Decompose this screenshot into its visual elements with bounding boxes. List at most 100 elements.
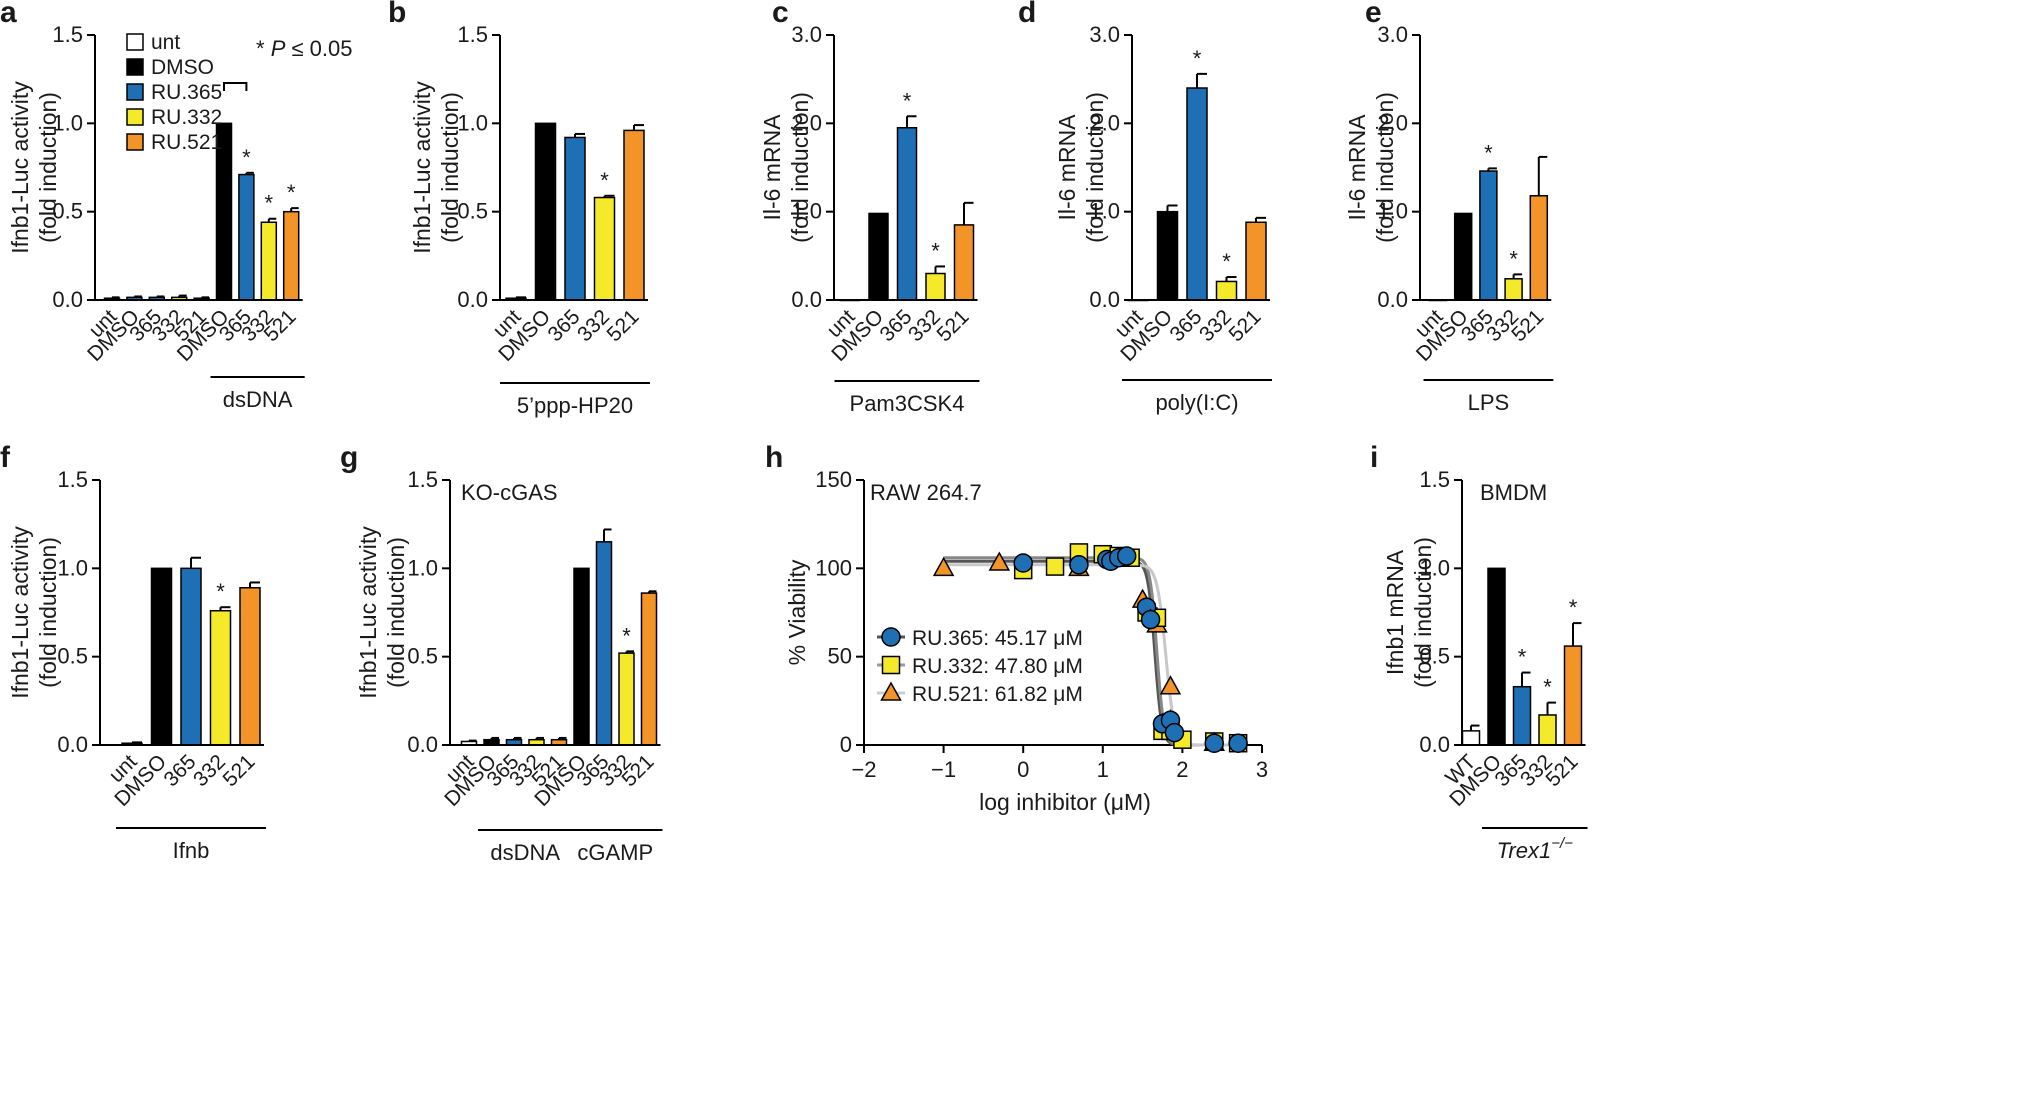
significance-star: * <box>1222 249 1231 274</box>
significance-star: * <box>931 238 940 263</box>
fit-curve-ru365 <box>943 559 1239 747</box>
y-tick-label: 0.0 <box>1089 287 1120 312</box>
y-tick-label: 2.0 <box>1377 110 1408 135</box>
data-point <box>1159 675 1182 695</box>
legend-marker <box>881 655 901 675</box>
legend-swatch <box>126 133 144 151</box>
panel-annotation: RAW 264.7 <box>870 480 982 505</box>
data-point <box>1116 546 1137 566</box>
panel-g: g 0.0 0.5 1.0 1.5 Ifnb1-Luc activity (fold ind… <box>340 441 663 865</box>
y-tick-label: 0.0 <box>407 732 438 757</box>
legend-marker <box>880 681 902 701</box>
y-tick-label: 1.0 <box>57 555 88 580</box>
data-point <box>1140 609 1161 630</box>
y-axis-title: Ifnb1-Luc activity (fold induction) <box>355 526 409 699</box>
group-label: 5’ppp-HP20 <box>517 393 633 418</box>
panel-letter: a <box>0 0 17 29</box>
bar-ru332 <box>925 272 946 301</box>
panel-b: b 0.0 0.5 1.0 1.5 Ifnb1-Luc activity (fold ind… <box>388 0 650 418</box>
bar-dmso <box>1487 567 1506 746</box>
bar-dmso <box>573 567 590 746</box>
y-tick-label: 0.5 <box>407 644 438 669</box>
y-tick-label: 0.5 <box>457 199 488 224</box>
significance-star: * <box>600 168 609 193</box>
bar-ru521 <box>1529 195 1549 301</box>
y-axis-title: Il-6 mRNA (fold induction) <box>759 92 813 243</box>
bar-ru521 <box>1563 645 1583 746</box>
y-tick-label: 50 <box>828 644 852 669</box>
category-label: 521 <box>1507 305 1548 346</box>
comparison-bracket <box>223 82 248 91</box>
y-tick-label: 1.0 <box>407 555 438 580</box>
category-label: 521 <box>218 750 259 791</box>
legend-label: RU.332 <box>151 106 222 129</box>
significance-star: * <box>1569 595 1578 620</box>
bar-ru365 <box>595 541 613 746</box>
y-tick-label: 1.5 <box>1419 467 1450 492</box>
data-point <box>1164 722 1185 743</box>
y-tick-label: 150 <box>815 467 852 492</box>
panel-annotation: BMDM <box>1480 480 1547 505</box>
y-tick-label: 2.0 <box>791 110 822 135</box>
significance-star: * <box>242 145 251 170</box>
y-tick-label: 1.0 <box>1377 199 1408 224</box>
significance-star: * <box>1509 246 1518 271</box>
y-axis-title: Ifnb1-Luc activity (fold induction) <box>7 526 61 699</box>
y-tick-label: 0 <box>840 732 852 757</box>
y-tick-label: 0.5 <box>1419 644 1450 669</box>
legend-label: unt <box>151 31 180 54</box>
panel-letter: i <box>1370 441 1378 474</box>
x-tick-label: 1 <box>1097 757 1109 782</box>
panel-letter: c <box>772 0 789 29</box>
group-label: dsDNA <box>490 840 560 865</box>
bar-ru332 <box>260 221 278 301</box>
y-tick-label: 1.5 <box>52 22 83 47</box>
category-label: 521 <box>932 305 973 346</box>
y-tick-label: 1.5 <box>457 22 488 47</box>
data-point <box>1013 553 1033 573</box>
legend-label: RU.365 <box>151 81 222 104</box>
bar-ru332 <box>593 196 616 301</box>
bar-dmso <box>1453 212 1473 301</box>
y-tick-label: 0.5 <box>52 199 83 224</box>
y-title-line: Ifnb1 mRNA <box>1382 549 1408 675</box>
y-tick-label: 0.0 <box>57 732 88 757</box>
category-label: 521 <box>602 305 643 346</box>
panel-h: h 0 50 100 150 −2 −1 0 1 2 3 log inhibitor (μM) % Vi… <box>765 441 1268 815</box>
y-axis-title: Il-6 mRNA (fold induction) <box>1344 92 1398 243</box>
y-title-line: Il-6 mRNA <box>1054 114 1080 221</box>
bar-ru521 <box>282 210 300 301</box>
panel-letter: f <box>0 441 11 474</box>
panel-letter: h <box>765 441 783 474</box>
panel-d: d0.01.02.03.0Il-6 mRNA (fold induction)un… <box>1018 0 1272 415</box>
x-tick-label: −1 <box>931 757 956 782</box>
y-tick-label: 1.5 <box>57 467 88 492</box>
y-tick-label: 0.5 <box>57 644 88 669</box>
y-title-line: Il-6 mRNA <box>759 114 785 221</box>
y-title-line: Il-6 mRNA <box>1344 114 1370 221</box>
y-title-line: (fold induction) <box>1082 92 1108 243</box>
y-tick-label: 1.0 <box>52 110 83 135</box>
bar-ru365 <box>238 173 255 301</box>
bar-ru365 <box>564 136 586 301</box>
data-point <box>1204 733 1224 753</box>
bar-ru365 <box>1479 170 1498 301</box>
y-tick-label: 1.0 <box>457 110 488 135</box>
y-tick-label: 1.0 <box>1419 555 1450 580</box>
y-tick-label: 1.5 <box>407 467 438 492</box>
y-axis-title: Ifnb1-Luc activity (fold induction) <box>409 81 463 254</box>
y-tick-label: 100 <box>815 555 852 580</box>
panel-f: f 0.0 0.5 1.0 1.5 Ifnb1-Luc activity (fold ind… <box>0 441 266 863</box>
significance-star: * <box>622 623 631 648</box>
y-title-line: (fold induction) <box>1410 537 1436 688</box>
y-tick-label: 0.0 <box>52 287 83 312</box>
significance-star: * <box>287 180 296 205</box>
data-point <box>1228 733 1248 753</box>
y-tick-label: 0.0 <box>457 287 488 312</box>
bar-ru332 <box>1215 280 1238 301</box>
significance-star: * <box>1543 675 1552 700</box>
panel-letter: g <box>340 441 358 474</box>
y-title-line: Ifnb1-Luc activity <box>409 81 435 254</box>
